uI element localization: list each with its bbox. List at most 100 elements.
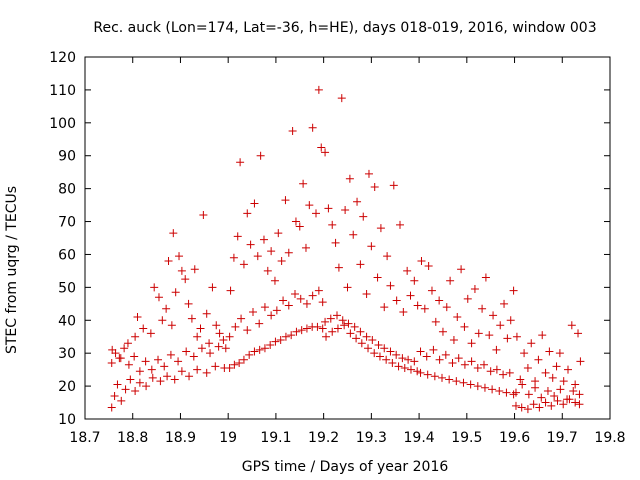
data-point [308, 291, 317, 300]
data-point [454, 354, 463, 363]
data-point [221, 344, 230, 353]
data-point [459, 378, 468, 387]
data-point [441, 350, 450, 359]
data-point [131, 387, 140, 396]
data-point [281, 196, 290, 205]
data-point [345, 174, 354, 183]
x-tick-label: 19.4 [404, 430, 435, 446]
x-tick-label: 19.2 [308, 430, 339, 446]
data-point [410, 357, 419, 366]
data-point [239, 355, 248, 364]
data-point [460, 322, 469, 331]
data-point [156, 377, 165, 386]
data-point [237, 314, 246, 323]
data-point [403, 266, 412, 275]
data-point [527, 339, 536, 348]
data-point [547, 401, 556, 410]
data-point [448, 359, 457, 368]
data-point [502, 388, 511, 397]
data-point [158, 316, 167, 325]
data-point [575, 400, 584, 409]
data-point [255, 319, 264, 328]
data-point [499, 370, 508, 379]
data-point [171, 288, 180, 297]
data-point [545, 347, 554, 356]
data-point [328, 220, 337, 229]
data-point [445, 375, 454, 384]
data-point [288, 127, 297, 136]
data-point [489, 311, 498, 320]
data-point [457, 265, 466, 274]
data-point [334, 263, 343, 272]
data-point [474, 329, 483, 338]
data-point [185, 372, 194, 381]
y-tick-label: 50 [58, 280, 76, 296]
data-point [281, 332, 290, 341]
data-point [318, 324, 327, 333]
data-point [473, 363, 482, 372]
data-point [121, 385, 130, 394]
data-point [328, 327, 337, 336]
data-point [473, 382, 482, 391]
data-point [406, 291, 415, 300]
data-point [193, 365, 202, 374]
data-point [574, 329, 583, 338]
data-point [500, 299, 509, 308]
data-point [333, 324, 342, 333]
data-point [166, 350, 175, 359]
data-point [495, 387, 504, 396]
data-point [569, 387, 578, 396]
data-point [380, 344, 389, 353]
data-point [181, 275, 190, 284]
data-point [284, 301, 293, 310]
data-point [120, 344, 129, 353]
x-tick-label: 19 [219, 430, 237, 446]
data-point [272, 306, 281, 315]
data-point [202, 309, 211, 318]
data-point [466, 380, 475, 389]
data-point [486, 367, 495, 376]
x-tick-label: 19.1 [260, 430, 291, 446]
data-point [386, 347, 395, 356]
data-point [430, 372, 439, 381]
data-point [467, 357, 476, 366]
data-point [182, 347, 191, 356]
data-point [370, 349, 379, 358]
data-point [291, 289, 299, 298]
data-point [555, 349, 564, 358]
data-point [249, 308, 257, 317]
data-point [359, 212, 368, 221]
data-point [243, 209, 252, 218]
data-point [196, 324, 205, 333]
data-points [107, 85, 585, 414]
data-point [563, 395, 572, 404]
data-point [435, 355, 444, 364]
data-point [124, 360, 133, 369]
data-point [108, 345, 117, 354]
data-point [131, 332, 140, 341]
data-point [317, 143, 326, 152]
data-point [470, 285, 479, 294]
data-point [537, 393, 546, 402]
data-point [506, 316, 515, 325]
data-point [416, 368, 425, 377]
y-tick-label: 20 [58, 379, 76, 395]
data-point [270, 276, 279, 285]
data-point [206, 349, 215, 358]
data-point [292, 327, 301, 336]
data-point [260, 303, 269, 312]
data-point [190, 265, 199, 274]
data-point [400, 363, 409, 372]
data-point [154, 355, 163, 364]
data-point [113, 380, 122, 389]
data-point [139, 324, 148, 333]
data-point [211, 362, 220, 371]
data-point [416, 347, 425, 356]
data-point [463, 294, 472, 303]
data-point [485, 331, 494, 340]
data-point [295, 222, 304, 231]
y-tick-label: 40 [58, 313, 76, 329]
data-point [435, 296, 444, 305]
data-point [154, 293, 163, 302]
data-point [523, 405, 532, 414]
